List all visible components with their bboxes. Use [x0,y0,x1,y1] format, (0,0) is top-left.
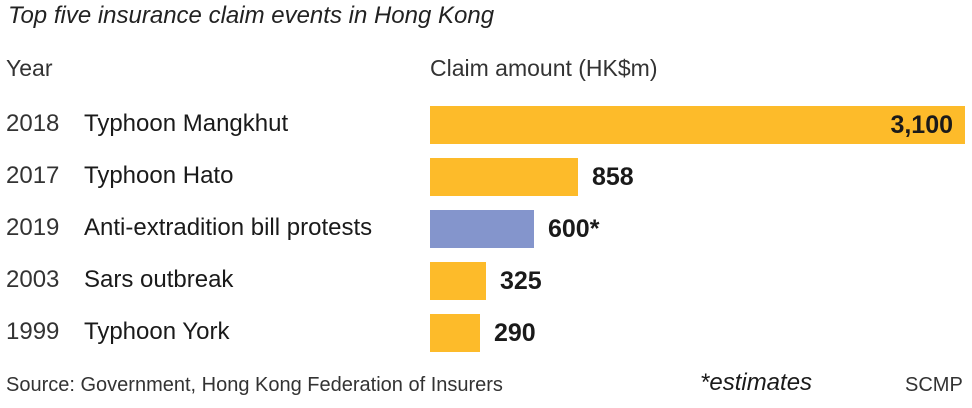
bar [430,106,965,144]
chart-title: Top five insurance claim events in Hong … [8,2,495,29]
data-label: 858 [592,163,634,191]
year-label: 1999 [6,318,60,345]
credit-label: SCMP [905,374,963,396]
data-label: 290 [494,319,536,347]
bar [430,262,486,300]
bar [430,314,480,352]
year-label: 2018 [6,110,60,137]
year-label: 2017 [6,162,60,189]
year-label: 2003 [6,266,60,293]
event-label: Typhoon Mangkhut [84,110,289,137]
amount-column-header: Claim amount (HK$m) [430,55,658,81]
data-label: 325 [500,267,542,295]
event-label: Typhoon York [84,318,230,345]
year-column-header: Year [6,55,53,81]
bar [430,158,578,196]
source-note: Source: Government, Hong Kong Federation… [6,374,503,396]
bar [430,210,534,248]
event-label: Sars outbreak [84,266,234,293]
event-label: Anti-extradition bill protests [84,214,373,241]
data-label: 600* [548,215,600,243]
year-label: 2019 [6,214,60,241]
event-label: Typhoon Hato [84,162,234,189]
estimates-footnote: *estimates [700,369,813,396]
data-label: 3,100 [890,111,953,139]
